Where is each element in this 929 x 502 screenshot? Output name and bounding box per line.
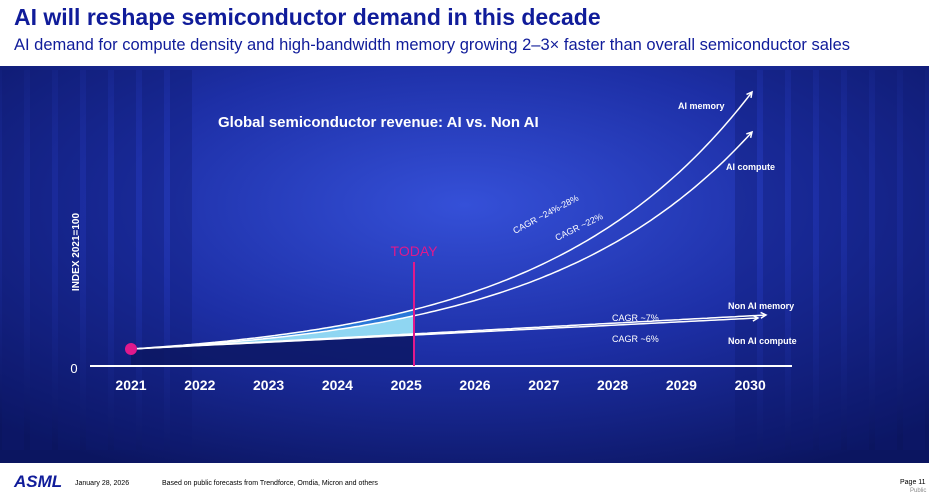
rack xyxy=(847,70,869,450)
logo: ASML xyxy=(14,472,63,491)
x-tick-label: 2022 xyxy=(184,377,215,393)
x-tick-label: 2026 xyxy=(459,377,490,393)
rack xyxy=(2,70,24,450)
rack xyxy=(791,70,813,450)
rack xyxy=(170,70,192,450)
x-tick-label: 2030 xyxy=(735,377,766,393)
curve-ai-compute-arrow xyxy=(746,130,754,138)
curve-non-ai-compute-arrow xyxy=(752,314,760,322)
y-axis-label: INDEX 2021=100 xyxy=(71,213,82,292)
chart-title: Global semiconductor revenue: AI vs. Non… xyxy=(218,114,539,131)
x-tick-label: 2028 xyxy=(597,377,628,393)
rack xyxy=(875,70,897,450)
y-zero-label: 0 xyxy=(70,361,77,376)
x-tick-label: 2027 xyxy=(528,377,559,393)
page-number: Page 11 xyxy=(900,479,926,486)
series-label: AI memory xyxy=(678,101,725,111)
date: January 28, 2026 xyxy=(75,480,130,487)
background xyxy=(0,66,929,463)
curve-ai-memory-arrow xyxy=(746,90,753,99)
rack xyxy=(114,70,136,450)
rack xyxy=(142,70,164,450)
today-label: TODAY xyxy=(391,243,439,259)
x-tick-label: 2023 xyxy=(253,377,284,393)
curve-non-ai-compute xyxy=(130,317,759,350)
cagr-label: CAGR ~7% xyxy=(612,313,659,323)
area-non-ai xyxy=(131,335,414,366)
curve-ai-compute xyxy=(130,131,753,350)
slide-title: AI will reshape semiconductor demand in … xyxy=(14,4,601,30)
rack xyxy=(819,70,841,450)
rack xyxy=(58,70,80,450)
rack xyxy=(735,70,757,450)
x-tick-label: 2029 xyxy=(666,377,697,393)
series-label: AI compute xyxy=(726,162,775,172)
curve-non-ai-memory-arrow xyxy=(760,311,768,319)
chart: 2021 2022 2023 2024 2025 2026 2027 2028 2029 2030… xyxy=(0,66,929,463)
x-tick-label: 2025 xyxy=(391,377,422,393)
rack xyxy=(30,70,52,450)
cagr-label: CAGR ~6% xyxy=(612,334,659,344)
x-tick-label: 2024 xyxy=(322,377,353,393)
area-ai-compute xyxy=(131,315,414,349)
x-tick-label: 2021 xyxy=(115,377,146,393)
rack xyxy=(763,70,785,450)
rack xyxy=(86,70,108,450)
start-dot xyxy=(125,343,137,355)
classification: Public xyxy=(910,488,927,494)
curve-ai-memory xyxy=(130,91,753,350)
slide-subtitle: AI demand for compute density and high-b… xyxy=(14,36,850,54)
series-label: Non AI memory xyxy=(728,301,794,311)
source: Based on public forecasts from Trendforc… xyxy=(162,480,378,487)
rack xyxy=(903,70,925,450)
series-label: Non AI compute xyxy=(728,336,797,346)
